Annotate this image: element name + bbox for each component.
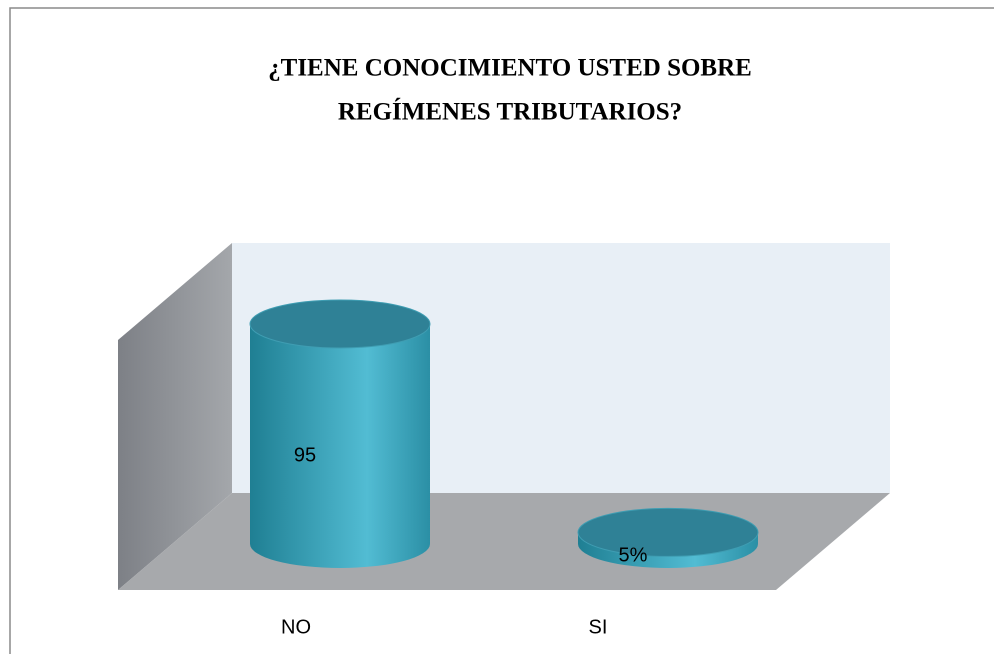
- data-label: 5%: [619, 544, 648, 566]
- chart-title: REGÍMENES TRIBUTARIOS?: [338, 98, 682, 126]
- x-tick-label: SI: [589, 616, 608, 638]
- cylinder-top: [577, 507, 759, 557]
- x-tick-label: NO: [281, 616, 311, 638]
- cylinder-top: [249, 299, 431, 349]
- side-wall: [118, 243, 232, 590]
- data-label: 95: [294, 444, 316, 466]
- floor: [118, 493, 890, 590]
- cylinder-body: [250, 324, 430, 568]
- cylinder: [249, 299, 431, 568]
- chart-title: ¿TIENE CONOCIMIENTO USTED SOBRE: [268, 55, 752, 82]
- cylinder: [577, 507, 759, 568]
